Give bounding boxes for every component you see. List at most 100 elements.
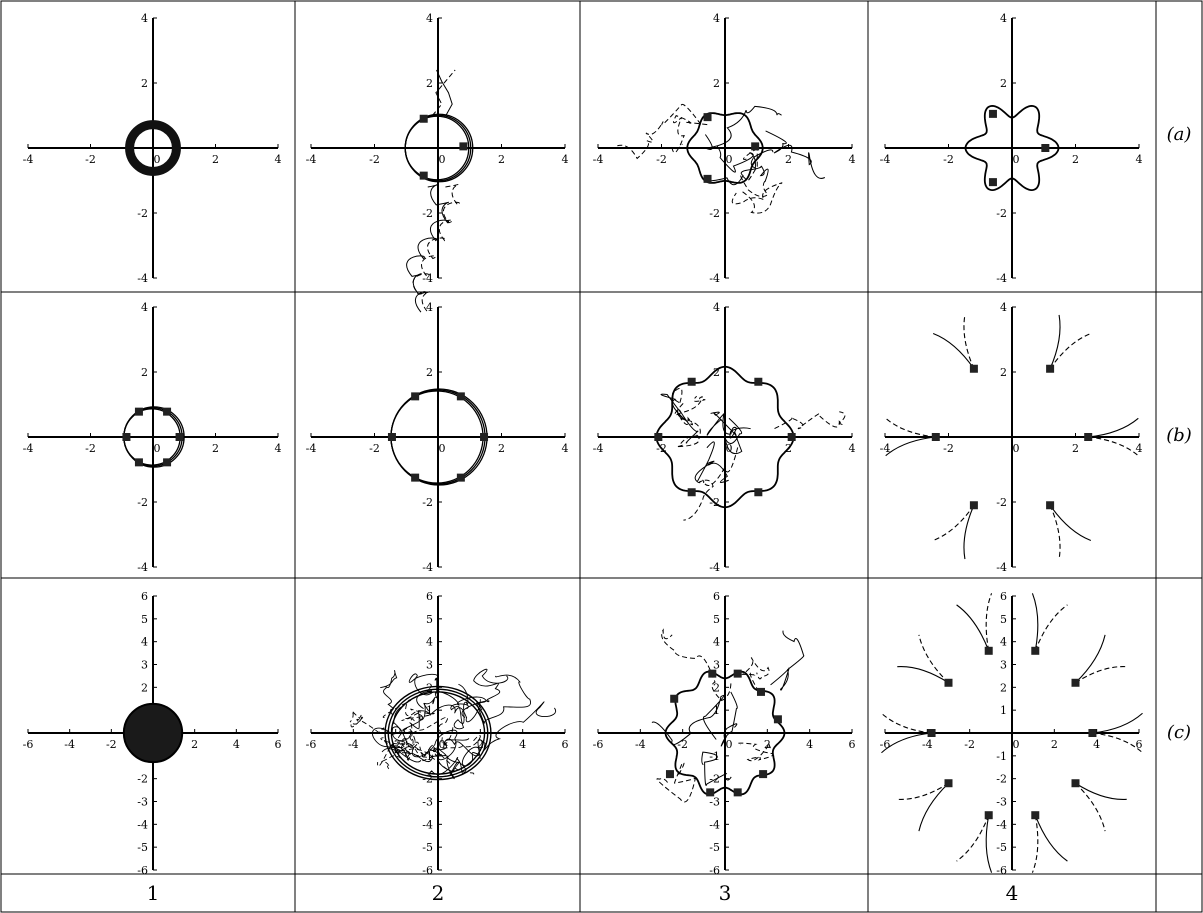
x-tick-label: 2 — [191, 738, 198, 751]
vortex-marker — [788, 433, 796, 441]
x-tick-label: 0 — [154, 442, 161, 455]
x-tick-label: -6 — [593, 738, 604, 751]
x-tick-label: -4 — [23, 442, 34, 455]
y-tick-label: -2 — [137, 773, 148, 786]
y-tick-label: 4 — [141, 636, 148, 649]
vortex-marker — [734, 788, 742, 796]
y-tick-label: 4 — [426, 301, 433, 314]
vortex-marker — [751, 142, 759, 150]
x-tick-label: 0 — [1013, 442, 1020, 455]
vortex-marker — [1072, 679, 1080, 687]
x-tick-label: 0 — [726, 153, 733, 166]
panel-(b)-1: -4 -2 0 2 4 4 2 -2 -4 — [23, 301, 282, 574]
y-tick-label: 2 — [1000, 681, 1007, 694]
vortex-marker — [1041, 144, 1049, 152]
x-tick-label: 0 — [726, 738, 733, 751]
vortex-marker — [480, 433, 488, 441]
vortex-marker — [135, 408, 143, 416]
trajectory-curve — [672, 116, 707, 153]
x-tick-label: -2 — [106, 738, 117, 751]
panel-(a)-4: -4 -2 0 2 4 4 2 -2 -4 — [880, 12, 1143, 285]
vortex-marker — [1046, 501, 1054, 509]
y-tick-label: 6 — [426, 590, 433, 603]
trajectory-curve — [766, 131, 825, 179]
y-tick-label: -4 — [422, 818, 433, 831]
trajectory-curve — [732, 183, 782, 213]
y-tick-label: -6 — [996, 864, 1007, 877]
y-tick-label: 5 — [426, 613, 433, 626]
x-tick-label: -2 — [85, 153, 96, 166]
vortex-marker — [457, 474, 465, 482]
vortex-marker — [163, 408, 171, 416]
vortex-marker — [704, 113, 712, 121]
x-tick-label: 2 — [785, 153, 792, 166]
vortex-marker — [1088, 729, 1096, 737]
y-tick-label: -4 — [709, 818, 720, 831]
y-tick-label: -2 — [422, 207, 433, 220]
y-tick-label: -6 — [422, 864, 433, 877]
y-tick-label: 4 — [141, 12, 148, 25]
y-tick-label: 3 — [426, 659, 433, 672]
trajectory-curve — [738, 743, 773, 761]
x-tick-label: -2 — [943, 442, 954, 455]
y-tick-label: -4 — [996, 561, 1007, 574]
x-tick-label: 4 — [1093, 738, 1100, 751]
vortex-marker — [1031, 811, 1039, 819]
panel-(a)-1: -4 -2 0 2 442-2-4 — [23, 12, 282, 285]
vortex-marker — [985, 647, 993, 655]
trajectory-curve — [886, 418, 936, 437]
vortex-marker — [757, 688, 765, 696]
y-tick-label: -3 — [709, 796, 720, 809]
vortex-marker — [176, 433, 184, 441]
y-tick-label: 6 — [141, 590, 148, 603]
vortex-marker — [708, 670, 716, 678]
vortex-marker — [945, 779, 953, 787]
y-tick-label: 2 — [426, 366, 433, 379]
y-tick-label: -2 — [137, 207, 148, 220]
trajectory-curve — [676, 414, 700, 447]
y-tick-label: 6 — [1000, 590, 1007, 603]
vortex-marker — [774, 715, 782, 723]
trajectory-curve — [919, 635, 949, 683]
vortex-marker — [457, 392, 465, 400]
y-tick-label: -2 — [996, 496, 1007, 509]
vortex-marker — [970, 365, 978, 373]
x-tick-label: -4 — [306, 442, 317, 455]
trajectory-curve — [350, 711, 388, 733]
y-tick-label: -4 — [422, 561, 433, 574]
x-tick-label: 6 — [1136, 738, 1143, 751]
y-tick-label: -6 — [709, 864, 720, 877]
x-tick-label: -4 — [306, 153, 317, 166]
trajectory-curve — [957, 605, 989, 651]
x-tick-label: -4 — [880, 153, 891, 166]
y-tick-label: 2 — [141, 77, 148, 90]
y-tick-label: 4 — [426, 12, 433, 25]
y-tick-label: 4 — [1000, 636, 1007, 649]
y-tick-label: -2 — [709, 773, 720, 786]
y-tick-label: -5 — [709, 841, 720, 854]
y-tick-label: 4 — [713, 301, 720, 314]
trajectory-curve — [986, 593, 991, 650]
trajectory-curve — [886, 437, 936, 456]
y-tick-label: 2 — [141, 681, 148, 694]
vortex-marker — [970, 501, 978, 509]
panel-(a)-2: -4 -2 0 2 442-2-4 — [306, 12, 569, 312]
panel-(c)-4: -6 -4 -2 0 2 4 6654321-1-2-3-4-5-6 — [880, 590, 1143, 877]
y-tick-label: -4 — [137, 272, 148, 285]
panel-(a)-3: -4 -2 0 2 4 4 2 -2 -4 — [593, 12, 856, 285]
trajectory-curve — [707, 414, 751, 438]
y-tick-label: -4 — [137, 561, 148, 574]
vortex-marker — [163, 458, 171, 466]
x-tick-label: -2 — [369, 153, 380, 166]
x-tick-label: 2 — [212, 442, 219, 455]
column-label-3: 3 — [719, 881, 732, 905]
vortex-marker — [1072, 779, 1080, 787]
x-tick-label: 4 — [275, 442, 282, 455]
x-tick-label: -4 — [593, 153, 604, 166]
y-tick-label: -5 — [996, 841, 1007, 854]
x-tick-label: 4 — [275, 153, 282, 166]
x-tick-label: -6 — [23, 738, 34, 751]
column-label-1: 1 — [147, 881, 160, 905]
